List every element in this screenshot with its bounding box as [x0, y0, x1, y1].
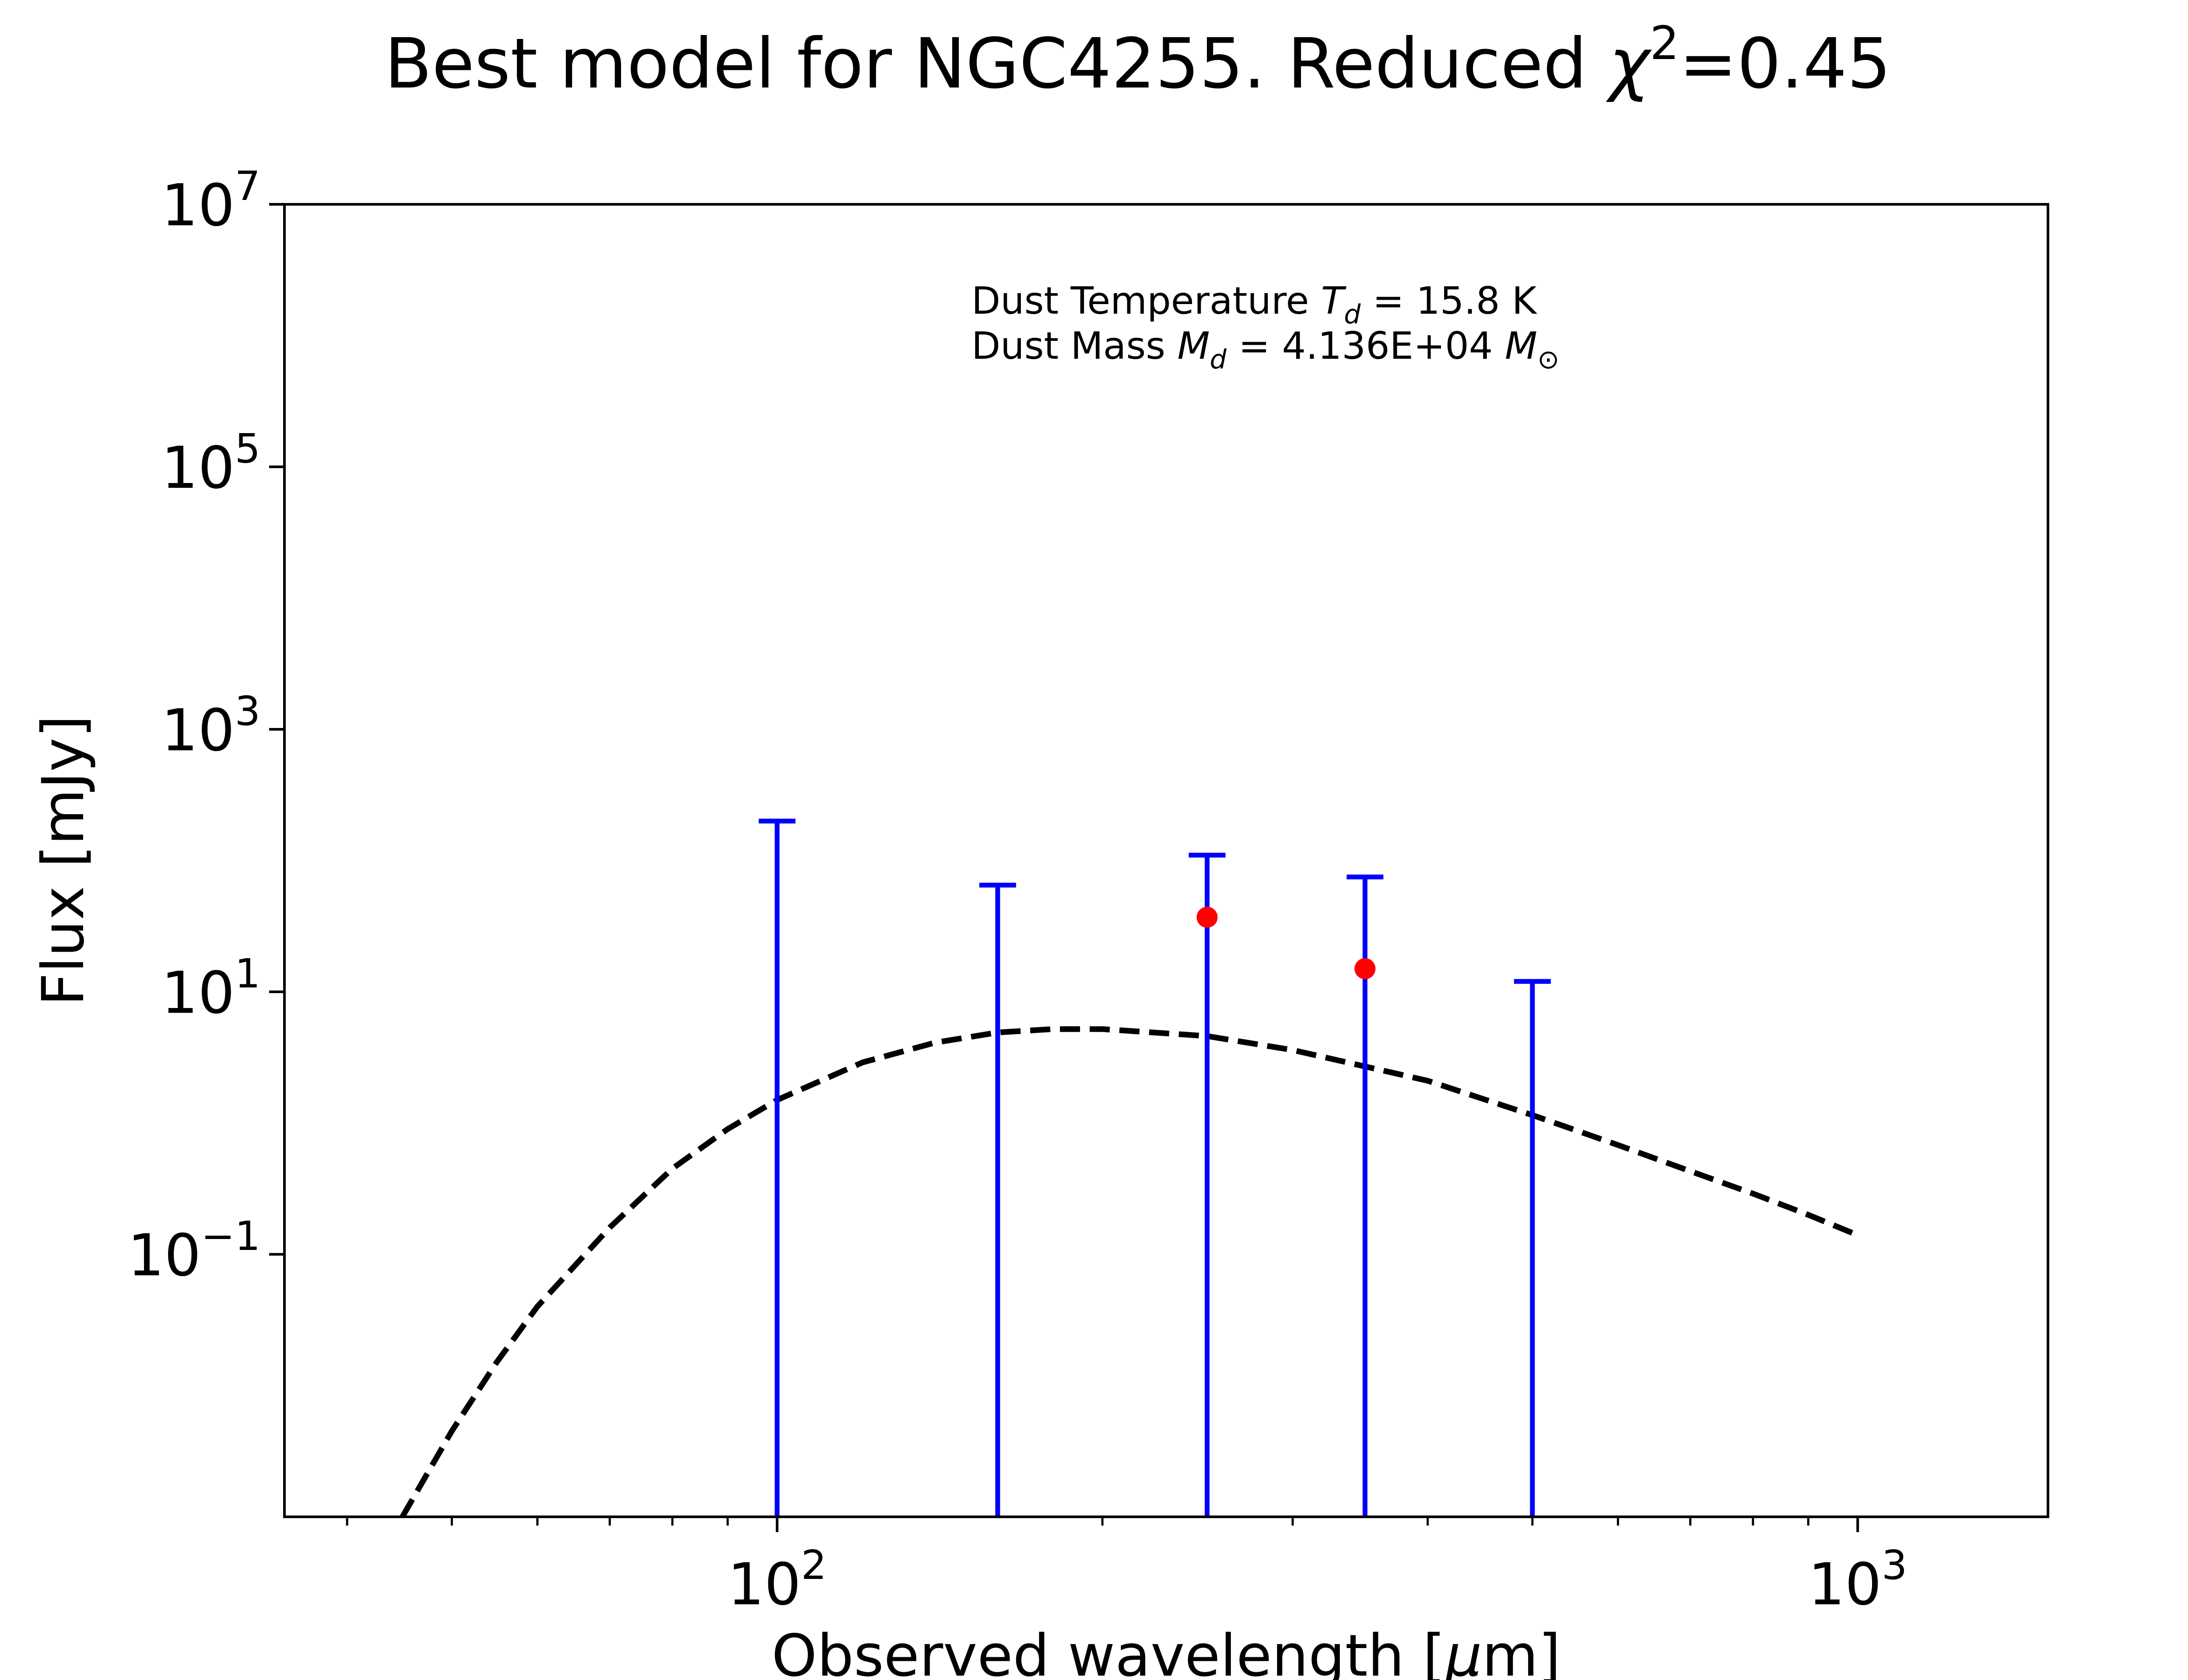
x-tick-label: 103	[1808, 1542, 1907, 1618]
detection-point	[1354, 958, 1376, 980]
x-axis-ticks: 102 103	[346, 1517, 1907, 1618]
model-curve-layer	[400, 1026, 1859, 1519]
y-tick-label: 10−1	[127, 1213, 260, 1289]
y-axis-ticks: 10−1 101 103 105 107	[127, 163, 284, 1289]
annotation-line-temperature: Dust Temperature Td = 15.8 K	[971, 279, 1538, 330]
plot-frame	[283, 203, 2049, 1518]
model-curve-line	[400, 1026, 1859, 1519]
xlabel-main: Observed wavelength [	[771, 1622, 1445, 1680]
title-tail: =0.45	[1679, 24, 1891, 104]
y-tick-label: 105	[161, 425, 260, 502]
title-superscript: 2	[1650, 17, 1679, 70]
detection-point	[1196, 906, 1218, 928]
detections-layer	[1196, 906, 1376, 980]
xlabel-mu: μ	[1445, 1622, 1482, 1680]
title-chi: χ	[1606, 24, 1652, 104]
y-tick-label: 101	[161, 950, 260, 1027]
chart-title: Best model for NGC4255. Reduced χ2=0.45	[385, 17, 1891, 104]
title-main: Best model for NGC4255. Reduced	[385, 24, 1609, 104]
x-axis-label: Observed wavelength [μm]	[771, 1622, 1560, 1680]
y-axis-label: Flux [mJy]	[30, 715, 97, 1006]
y-tick-label: 103	[161, 688, 260, 764]
xlabel-unit: m]	[1482, 1622, 1561, 1680]
annotation-box: Dust Temperature Td = 15.8 K Dust Mass M…	[971, 279, 1559, 375]
annotation-line-mass: Dust Mass Md = 4.136E+04 M⊙	[971, 324, 1559, 375]
x-tick-label: 102	[728, 1542, 827, 1618]
y-tick-label: 107	[161, 163, 260, 239]
upper-limits-layer	[758, 819, 1551, 1517]
